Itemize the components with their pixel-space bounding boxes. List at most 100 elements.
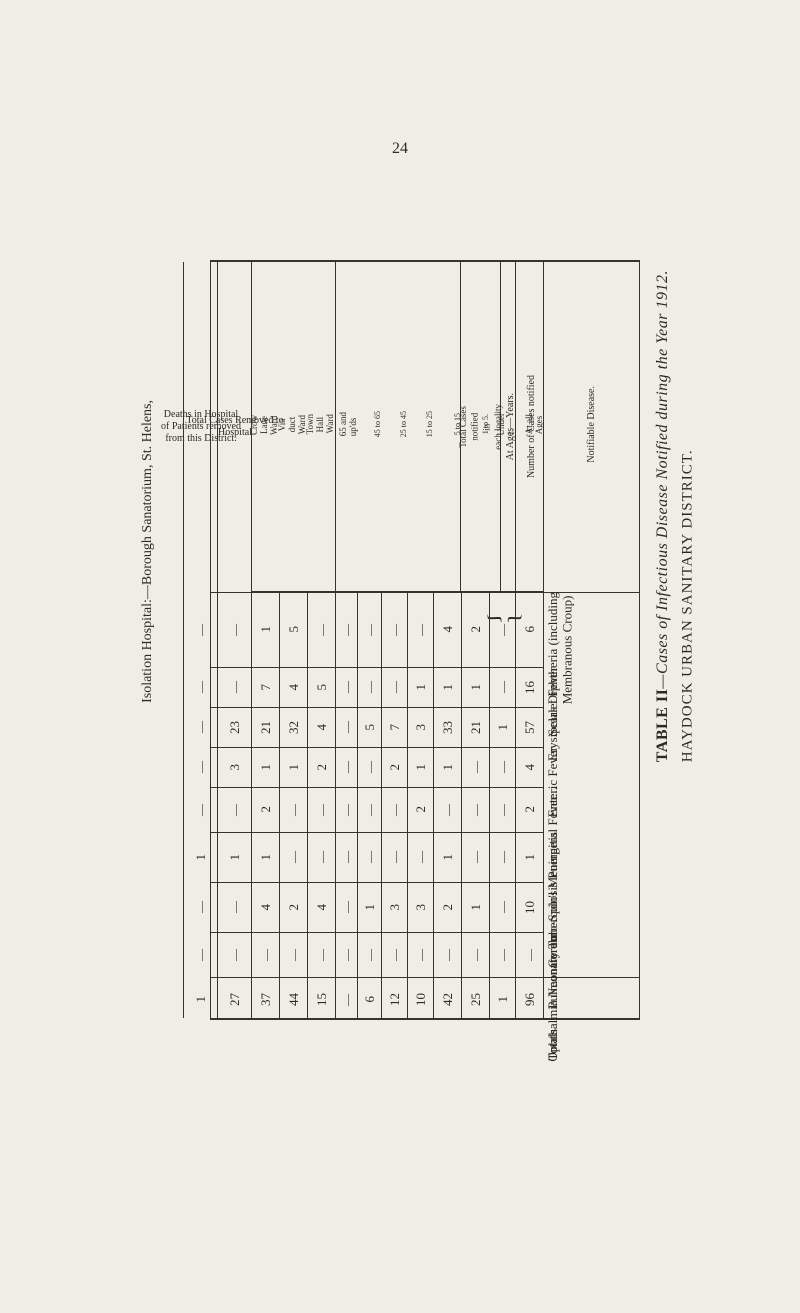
cell-value: 4 xyxy=(440,626,456,633)
cell-value: — xyxy=(194,761,209,773)
data-cell: — xyxy=(336,747,358,787)
cell-value: — xyxy=(315,624,330,636)
data-cell: 1 xyxy=(516,832,544,882)
cell-value: 3 xyxy=(387,904,403,911)
cell-value: 3 xyxy=(413,904,429,911)
data-cell: 33 xyxy=(434,707,462,747)
disease-row-label: Cerebro-Spin'l Meningitis xyxy=(544,832,639,882)
age-head: At all Ages xyxy=(516,262,544,592)
cell-value: — xyxy=(469,761,484,773)
page: 2 4 TABLE II—Cases of Infectious Disease … xyxy=(0,0,800,1313)
cell-value: 2 xyxy=(387,764,403,771)
cell-value: — xyxy=(194,804,209,816)
cell-value: 3 xyxy=(227,764,243,771)
data-cell: — xyxy=(336,932,358,977)
cell-value: — xyxy=(259,949,274,961)
cell-value: 2 xyxy=(413,806,429,813)
title-line2: HAYDOCK URBAN SANITARY DISTRICT. xyxy=(676,270,700,762)
data-cell: 2 xyxy=(280,882,308,932)
age-head-label: 65 and up'ds xyxy=(338,412,358,436)
cell-value: 32 xyxy=(286,721,302,734)
cell-value: — xyxy=(340,901,355,913)
cell-value: 7 xyxy=(387,724,403,731)
cell-value: 21 xyxy=(258,721,274,734)
cell-value: — xyxy=(228,681,243,693)
data-cell: 2 xyxy=(252,787,280,832)
data-cell: — xyxy=(336,787,358,832)
disease-row-label: Enteric Fever xyxy=(544,747,639,787)
cell-value: — xyxy=(315,804,330,816)
age-head-label: 25 to 45 xyxy=(399,411,408,437)
cell-value: — xyxy=(496,851,511,863)
cell-value: — xyxy=(228,624,243,636)
data-cell: — xyxy=(358,787,382,832)
cell-value: 1 xyxy=(227,854,243,861)
disease-row-label: Erysipelas xyxy=(544,707,639,747)
cell-value: — xyxy=(469,949,484,961)
title-block: TABLE II—Cases of Infectious Disease Not… xyxy=(650,270,700,762)
data-cell: — xyxy=(462,787,490,832)
cell-value: — xyxy=(228,804,243,816)
cell-value: 1 xyxy=(258,764,274,771)
data-cell: 1 xyxy=(462,667,490,707)
cell-value: 1 xyxy=(258,854,274,861)
data-cell: — xyxy=(184,667,218,707)
cell-value: 1 xyxy=(258,626,274,633)
cell-value: 27 xyxy=(227,993,243,1006)
data-cell: — xyxy=(490,882,516,932)
data-cell: 15 xyxy=(308,977,336,1022)
data-cell: 2 xyxy=(382,747,408,787)
data-cell: 1 xyxy=(184,977,218,1022)
hdr-notifiable-label: Notifiable Disease. xyxy=(586,382,597,467)
cell-value: 1 xyxy=(468,684,484,691)
cell-value: — xyxy=(496,681,511,693)
cell-value: — xyxy=(388,804,403,816)
data-cell: — xyxy=(308,787,336,832)
data-cell: 96 xyxy=(516,977,544,1022)
cell-value: 1 xyxy=(413,764,429,771)
cell-value: — xyxy=(340,994,355,1006)
data-cell: 1 xyxy=(434,747,462,787)
data-cell: 7 xyxy=(252,667,280,707)
data-cell: 2 xyxy=(434,882,462,932)
data-cell: 7 xyxy=(382,707,408,747)
cell-value: 4 xyxy=(314,724,330,731)
cell-value: — xyxy=(340,851,355,863)
data-cell: — xyxy=(382,592,408,667)
data-cell: — xyxy=(408,832,434,882)
disease-row-label: Diphtheria (including Membranous Croup) xyxy=(544,592,639,667)
data-cell: 21 xyxy=(462,707,490,747)
cell-value: — xyxy=(388,624,403,636)
data-cell: — xyxy=(382,667,408,707)
cell-value: — xyxy=(363,804,378,816)
age-head-label: 5 to 15 xyxy=(453,413,462,435)
cell-value: — xyxy=(414,949,429,961)
data-cell: 3 xyxy=(408,882,434,932)
data-cell: — xyxy=(280,932,308,977)
data-cell: 32 xyxy=(280,707,308,747)
cell-value: — xyxy=(496,949,511,961)
data-cell: — xyxy=(358,932,382,977)
data-cell: 44 xyxy=(280,977,308,1022)
age-head: 15 to 25 xyxy=(408,262,434,592)
cell-value: — xyxy=(441,949,456,961)
data-cell: — xyxy=(462,747,490,787)
cell-value: — xyxy=(363,949,378,961)
title-bold: TABLE II xyxy=(654,689,671,763)
disease-row-label: Scarlet Fever xyxy=(544,667,639,707)
data-cell: 5 xyxy=(280,592,308,667)
data-cell: — xyxy=(408,592,434,667)
cell-value: 1 xyxy=(193,854,209,861)
data-cell: 57 xyxy=(516,707,544,747)
age-head: 65 and up'ds xyxy=(336,262,358,592)
data-cell: 3 xyxy=(408,707,434,747)
data-cell: — xyxy=(184,882,218,932)
cell-value: — xyxy=(414,624,429,636)
cell-value: 1 xyxy=(440,684,456,691)
cell-value: 1 xyxy=(440,854,456,861)
data-cell: — xyxy=(382,787,408,832)
age-head: 1 to 5. xyxy=(462,262,490,592)
cell-value: 2 xyxy=(286,904,302,911)
data-cell: 1 xyxy=(490,977,516,1022)
data-cell: 25 xyxy=(462,977,490,1022)
